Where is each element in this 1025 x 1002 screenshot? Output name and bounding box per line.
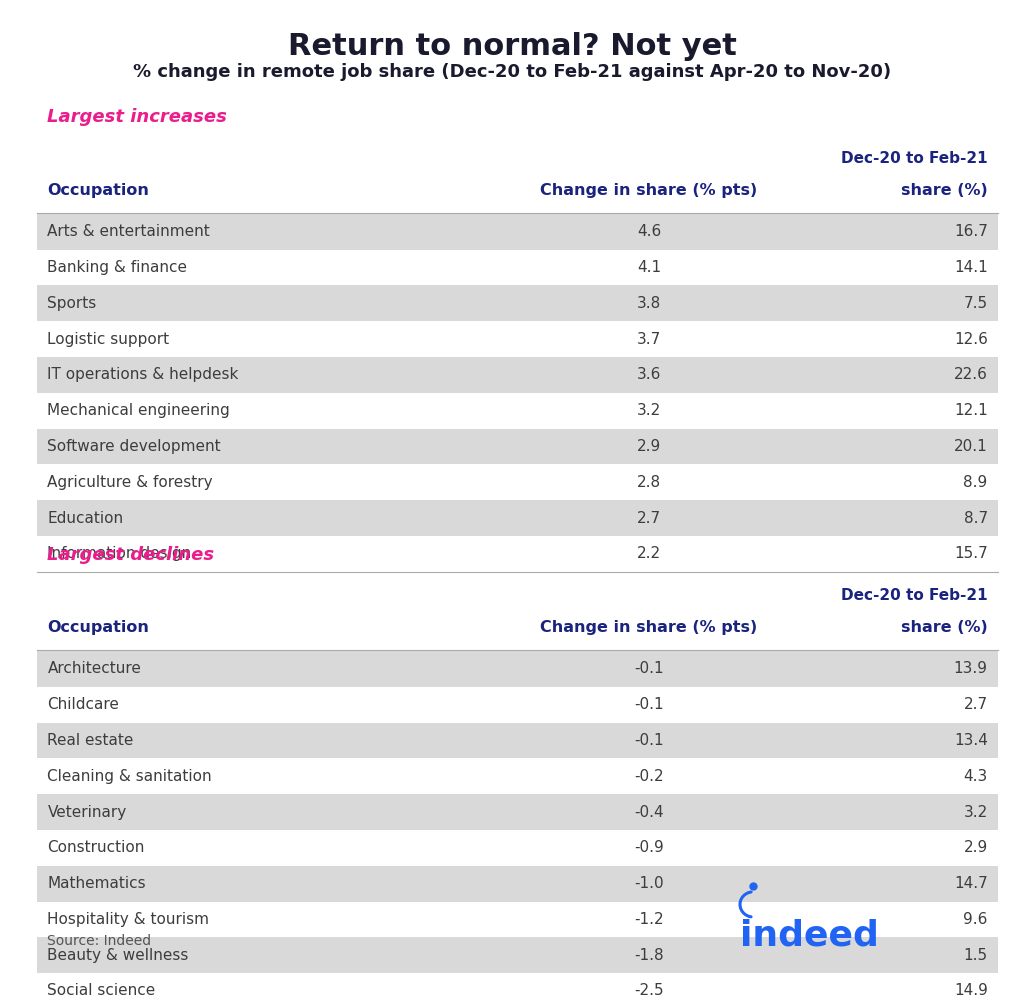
Text: Beauty & wellness: Beauty & wellness [47,948,189,963]
Bar [37,213,997,249]
Text: % change in remote job share (Dec-20 to Feb-21 against Apr-20 to Nov-20): % change in remote job share (Dec-20 to … [133,63,892,81]
Text: 9.6: 9.6 [964,912,988,927]
Text: 3.8: 3.8 [637,296,661,311]
Bar [37,357,997,393]
Text: 2.7: 2.7 [637,511,661,526]
Text: Education: Education [47,511,124,526]
Text: 14.1: 14.1 [954,261,988,276]
Text: -0.4: -0.4 [634,805,664,820]
Text: -1.2: -1.2 [634,912,664,927]
Text: share (%): share (%) [901,183,988,198]
Text: 2.9: 2.9 [637,439,661,454]
Bar [37,795,997,830]
Text: -0.1: -0.1 [634,661,664,676]
Text: Occupation: Occupation [47,183,150,198]
Text: 7.5: 7.5 [964,296,988,311]
Text: Agriculture & forestry: Agriculture & forestry [47,475,213,490]
Text: 8.7: 8.7 [964,511,988,526]
Text: 13.9: 13.9 [953,661,988,676]
Text: 22.6: 22.6 [954,368,988,383]
Text: 3.2: 3.2 [964,805,988,820]
Text: 14.9: 14.9 [954,984,988,998]
Text: Arts & entertainment: Arts & entertainment [47,224,210,239]
Bar [37,866,997,902]
Text: Childcare: Childcare [47,697,119,712]
Text: Source: Indeed: Source: Indeed [47,934,152,948]
Text: Veterinary: Veterinary [47,805,127,820]
Text: -2.5: -2.5 [634,984,664,998]
Text: Hospitality & tourism: Hospitality & tourism [47,912,209,927]
Text: Logistic support: Logistic support [47,332,169,347]
Text: IT operations & helpdesk: IT operations & helpdesk [47,368,239,383]
Text: Return to normal? Not yet: Return to normal? Not yet [288,32,737,61]
Text: Mathematics: Mathematics [47,876,146,891]
Text: Occupation: Occupation [47,620,150,635]
Text: Software development: Software development [47,439,221,454]
Text: 2.9: 2.9 [964,841,988,856]
Text: Largest increases: Largest increases [47,108,228,126]
Text: 1.5: 1.5 [964,948,988,963]
Text: Real estate: Real estate [47,733,134,748]
Text: 12.1: 12.1 [954,403,988,418]
Bar [37,722,997,759]
Bar [37,937,997,973]
Text: Banking & finance: Banking & finance [47,261,188,276]
Text: 3.7: 3.7 [637,332,661,347]
Text: Construction: Construction [47,841,145,856]
Text: Largest declines: Largest declines [47,546,214,563]
Text: 3.2: 3.2 [637,403,661,418]
Text: -1.8: -1.8 [634,948,664,963]
Text: -1.0: -1.0 [634,876,664,891]
Text: -0.2: -0.2 [634,769,664,784]
Text: 3.6: 3.6 [637,368,661,383]
Text: Sports: Sports [47,296,96,311]
Text: 4.1: 4.1 [637,261,661,276]
Text: -0.1: -0.1 [634,733,664,748]
Text: 4.6: 4.6 [637,224,661,239]
Text: Change in share (% pts): Change in share (% pts) [540,183,757,198]
Text: Cleaning & sanitation: Cleaning & sanitation [47,769,212,784]
Text: 2.7: 2.7 [964,697,988,712]
Text: 14.7: 14.7 [954,876,988,891]
Text: Architecture: Architecture [47,661,141,676]
Text: 13.4: 13.4 [954,733,988,748]
Text: 8.9: 8.9 [964,475,988,490]
Text: indeed: indeed [740,919,878,953]
Text: Social science: Social science [47,984,156,998]
Text: -0.1: -0.1 [634,697,664,712]
Text: 15.7: 15.7 [954,546,988,561]
Bar [37,286,997,322]
Text: 16.7: 16.7 [954,224,988,239]
Text: 12.6: 12.6 [954,332,988,347]
Text: -0.9: -0.9 [634,841,664,856]
Text: 2.8: 2.8 [637,475,661,490]
Text: 20.1: 20.1 [954,439,988,454]
Text: 2.2: 2.2 [637,546,661,561]
Bar [37,500,997,536]
Text: Mechanical engineering: Mechanical engineering [47,403,231,418]
Text: Dec-20 to Feb-21: Dec-20 to Feb-21 [842,588,988,603]
Text: 4.3: 4.3 [964,769,988,784]
Bar [37,429,997,464]
Text: Change in share (% pts): Change in share (% pts) [540,620,757,635]
Text: Information design: Information design [47,546,192,561]
Bar [37,651,997,686]
Text: Dec-20 to Feb-21: Dec-20 to Feb-21 [842,151,988,166]
Text: share (%): share (%) [901,620,988,635]
